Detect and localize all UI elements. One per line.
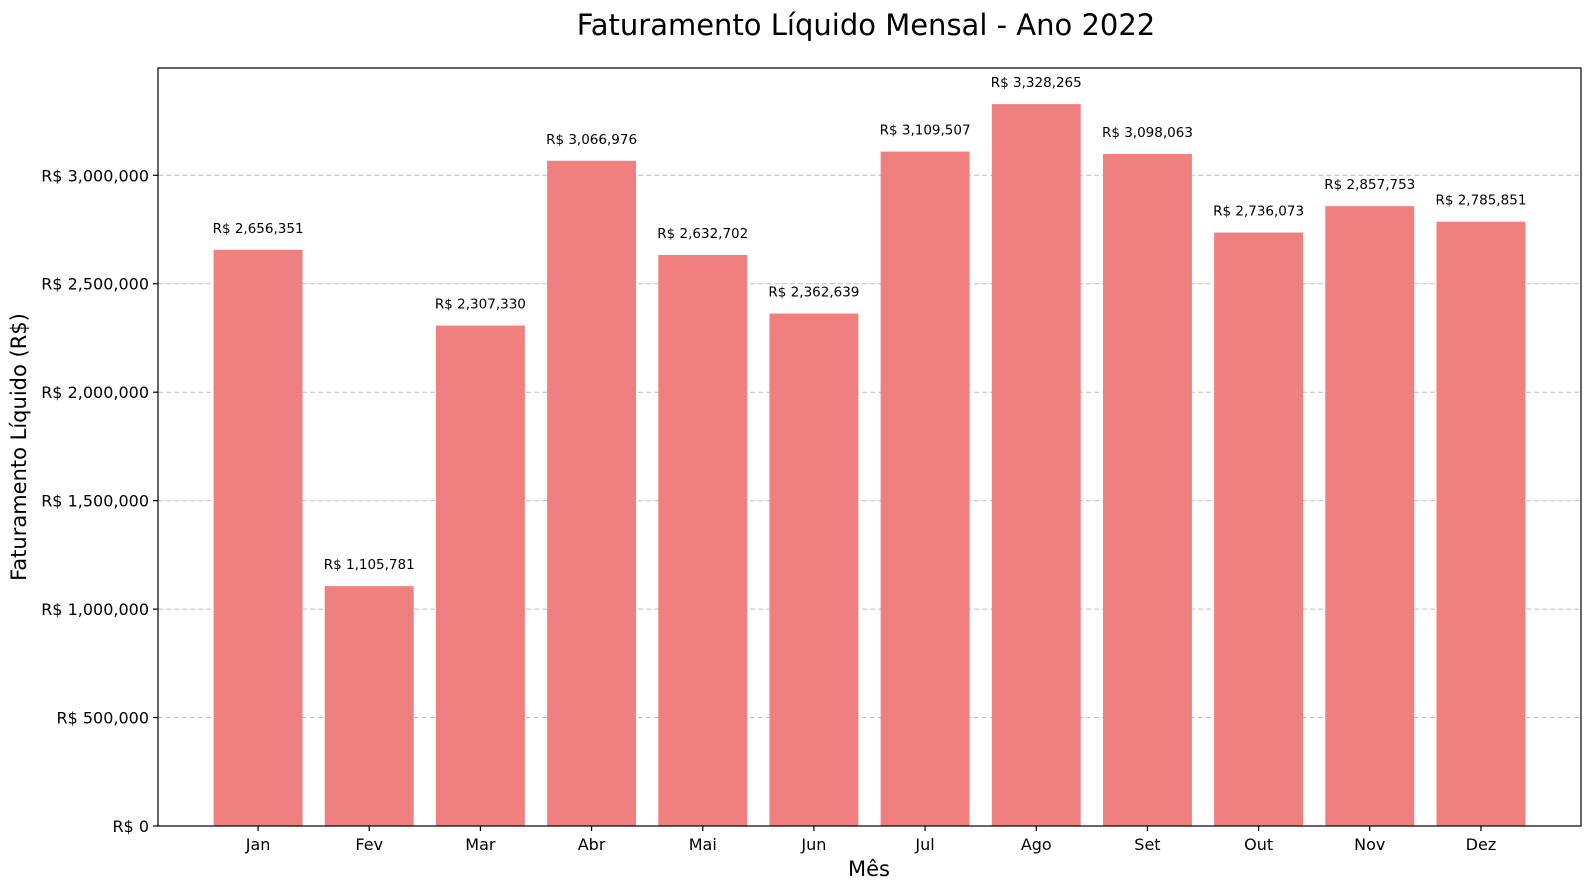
bar-dez <box>1436 221 1526 826</box>
axes-frame <box>157 67 1582 827</box>
bar-abr <box>547 160 637 826</box>
bar-value-label: R$ 2,857,753 <box>1324 177 1415 193</box>
bar-jun <box>769 313 859 827</box>
x-tick-label: Nov <box>1354 835 1385 854</box>
x-tick-label: Dez <box>1466 835 1497 854</box>
y-tick-label: R$ 3,000,000 <box>41 166 149 185</box>
bar-jan <box>213 249 303 826</box>
bar-value-label: R$ 2,362,639 <box>768 285 859 301</box>
bar-value-label: R$ 2,736,073 <box>1213 204 1304 220</box>
bar-value-label: R$ 3,328,265 <box>991 75 1082 91</box>
bar-value-label: R$ 2,632,702 <box>657 226 748 242</box>
bar-jul <box>880 151 970 826</box>
x-tick-label: Fev <box>355 835 383 854</box>
bar-mar <box>435 325 525 826</box>
bar-out <box>1214 232 1304 827</box>
value-label-layer: R$ 2,656,351 R$ 1,105,781 R$ 2,307,330 R$ 3… <box>213 75 1527 573</box>
bar-fev <box>324 586 414 826</box>
y-tick-label: R$ 500,000 <box>56 709 149 728</box>
y-axis-label: Faturamento Líquido (R$) <box>7 313 31 581</box>
x-tick-label: Jun <box>800 835 826 854</box>
bar-layer <box>213 104 1526 827</box>
bar-value-label: R$ 2,307,330 <box>435 297 526 313</box>
y-tick-label: R$ 1,000,000 <box>41 600 149 619</box>
x-tick-label: Set <box>1134 835 1160 854</box>
x-tick-label: Ago <box>1021 835 1052 854</box>
y-tick-label: R$ 2,000,000 <box>41 383 149 402</box>
x-axis: Jan Fev Mar Abr Mai Jun Jul Ago Set Out Nov Dez <box>245 826 1497 854</box>
x-tick-label: Jan <box>245 835 271 854</box>
x-axis-label: Mês <box>848 857 890 881</box>
x-tick-label: Mai <box>689 835 717 854</box>
chart-title: Faturamento Líquido Mensal - Ano 2022 <box>577 8 1156 42</box>
bar-ago <box>991 104 1081 826</box>
bar-value-label: R$ 3,098,063 <box>1102 125 1193 141</box>
bar-nov <box>1325 206 1415 826</box>
bar-value-label: R$ 3,066,976 <box>546 132 637 148</box>
bar-value-label: R$ 2,785,851 <box>1435 193 1526 209</box>
bar-value-label: R$ 1,105,781 <box>324 557 415 573</box>
x-tick-label: Mar <box>465 835 496 854</box>
x-tick-label: Jul <box>914 835 934 854</box>
bar-set <box>1102 154 1192 826</box>
y-tick-label: R$ 0 <box>112 817 149 836</box>
bar-value-label: R$ 2,656,351 <box>213 221 304 237</box>
x-tick-label: Abr <box>578 835 606 854</box>
y-axis: R$ 0 R$ 500,000 R$ 1,000,000 R$ 1,500,000 R$… <box>41 166 158 836</box>
bar-mai <box>658 254 748 826</box>
y-tick-label: R$ 2,500,000 <box>41 275 149 294</box>
y-tick-label: R$ 1,500,000 <box>41 492 149 511</box>
bar-value-label: R$ 3,109,507 <box>880 123 971 139</box>
x-tick-label: Out <box>1244 835 1273 854</box>
